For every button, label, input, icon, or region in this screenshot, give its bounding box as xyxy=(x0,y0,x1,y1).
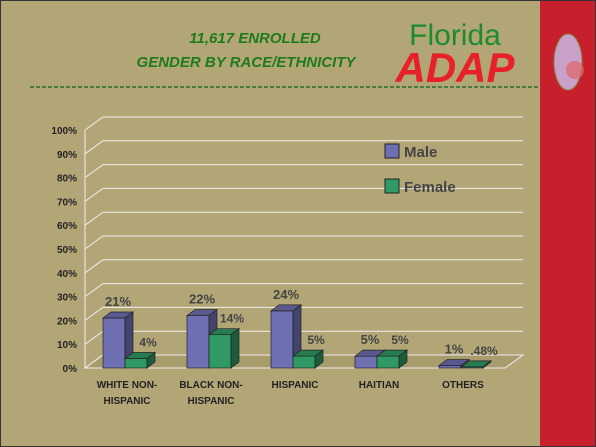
legend-label: Female xyxy=(404,179,456,196)
grid-line xyxy=(85,188,523,201)
globe-dots xyxy=(566,61,584,79)
grid-line xyxy=(85,212,523,225)
grid-line xyxy=(85,284,523,297)
data-label: .48% xyxy=(470,344,498,358)
grid-line xyxy=(85,307,523,320)
bar xyxy=(377,350,407,368)
data-label: 5% xyxy=(307,333,325,347)
data-label: 4% xyxy=(139,335,157,349)
x-tick-label: HISPANIC xyxy=(255,378,335,394)
grid-line xyxy=(85,165,523,178)
grid-line xyxy=(85,141,523,154)
slide: 11,617 ENROLLED GENDER BY RACE/ETHNICITY… xyxy=(0,0,596,447)
y-tick-label: 70% xyxy=(57,197,77,208)
x-tick-label: BLACK NON-HISPANIC xyxy=(171,378,251,410)
y-tick-label: 40% xyxy=(57,269,77,280)
y-tick-label: 100% xyxy=(51,126,77,137)
data-label: 5% xyxy=(391,333,409,347)
logo-bottom: ADAP xyxy=(394,44,515,91)
data-label: 14% xyxy=(220,312,244,326)
legend-swatch xyxy=(385,179,399,193)
grid-line xyxy=(85,117,523,130)
title: 11,617 ENROLLED xyxy=(189,30,321,47)
bar xyxy=(209,329,239,368)
bar xyxy=(293,350,323,368)
x-tick-label: HAITIAN xyxy=(339,378,419,394)
y-tick-label: 90% xyxy=(57,150,77,161)
data-label: 1% xyxy=(445,342,464,357)
grid-line xyxy=(85,236,523,249)
bar xyxy=(125,352,155,368)
subtitle: GENDER BY RACE/ETHNICITY xyxy=(137,54,358,71)
y-tick-label: 30% xyxy=(57,293,77,304)
data-label: 5% xyxy=(361,332,380,347)
y-tick-label: 10% xyxy=(57,340,77,351)
data-label: 21% xyxy=(105,294,131,309)
grid-line xyxy=(85,260,523,273)
y-tick-label: 50% xyxy=(57,245,77,256)
x-tick-label: WHITE NON-HISPANIC xyxy=(87,378,167,410)
x-tick-label: OTHERS xyxy=(423,378,503,394)
y-tick-label: 60% xyxy=(57,221,77,232)
y-tick-label: 0% xyxy=(63,364,78,375)
legend-label: Male xyxy=(404,144,437,161)
data-label: 22% xyxy=(189,292,215,307)
y-tick-label: 20% xyxy=(57,316,77,327)
y-tick-label: 80% xyxy=(57,174,77,185)
data-label: 24% xyxy=(273,287,299,302)
legend-swatch xyxy=(385,144,399,158)
